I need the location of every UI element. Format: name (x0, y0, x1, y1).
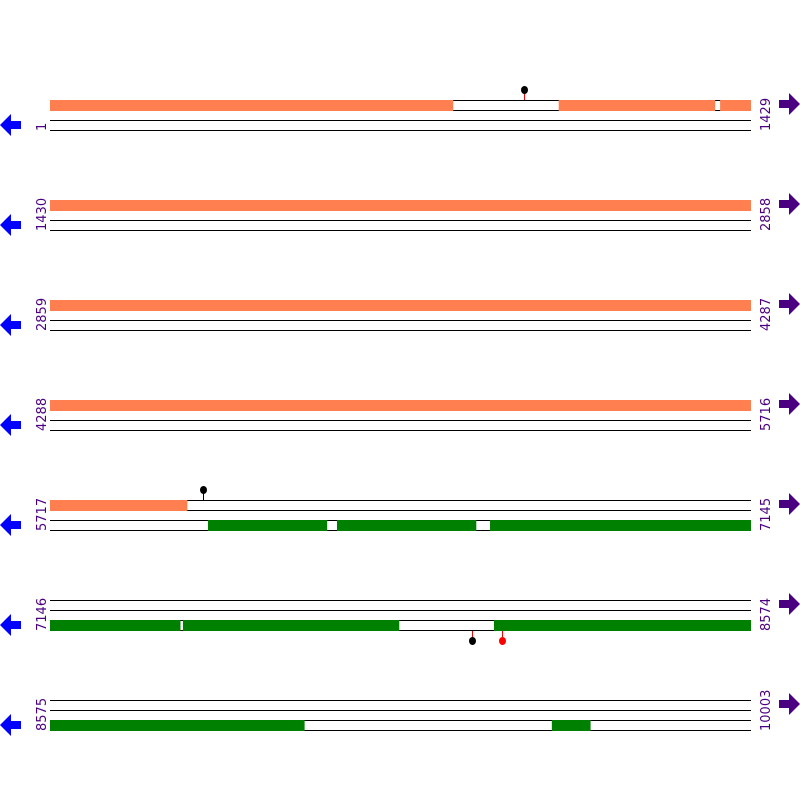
arrow-right-icon (779, 293, 800, 315)
row-end-label: 10003 (759, 690, 774, 731)
row-end-label: 7145 (759, 498, 774, 531)
forward-feature (50, 200, 751, 211)
marker-head (469, 637, 476, 645)
arrow-left-icon (0, 214, 21, 236)
arrow-left-icon (0, 414, 21, 436)
forward-feature (50, 400, 751, 411)
row-start-label: 1430 (35, 198, 50, 231)
map-row: 1 1429 (0, 86, 800, 136)
row-start-label: 4288 (35, 398, 50, 431)
forward-feature (50, 500, 188, 511)
arrow-right-icon (779, 93, 800, 115)
reverse-feature (207, 520, 328, 531)
reverse-feature (50, 720, 305, 731)
reverse-feature (50, 620, 181, 631)
marker-head (200, 486, 207, 494)
reverse-feature (490, 520, 751, 531)
arrow-right-icon (779, 193, 800, 215)
arrow-right-icon (779, 493, 800, 515)
map-row: 7146 8574 (0, 593, 800, 645)
row-start-label: 7146 (35, 598, 50, 631)
reverse-feature (182, 620, 400, 631)
map-row: 1430 2858 (0, 193, 800, 236)
row-start-label: 1 (35, 123, 50, 131)
reverse-feature (493, 620, 751, 631)
row-start-label: 8575 (35, 698, 50, 731)
forward-feature (50, 100, 454, 111)
map-row: 2859 4287 (0, 293, 800, 336)
reverse-feature (336, 520, 477, 531)
arrow-left-icon (0, 614, 21, 636)
row-end-label: 2858 (759, 198, 774, 231)
arrow-left-icon (0, 514, 21, 536)
marker-head (499, 637, 506, 645)
row-start-label: 2859 (35, 298, 50, 331)
arrow-right-icon (779, 393, 800, 415)
marker-head (521, 86, 528, 94)
map-row: 5717 7145 (0, 486, 800, 536)
row-end-label: 8574 (759, 598, 774, 631)
forward-feature (720, 100, 751, 111)
arrow-right-icon (779, 693, 800, 715)
map-row: 8575 10003 (0, 690, 800, 736)
arrow-left-icon (0, 314, 21, 336)
forward-feature (558, 100, 716, 111)
row-start-label: 5717 (35, 498, 50, 531)
arrow-left-icon (0, 114, 21, 136)
row-end-label: 4287 (759, 298, 774, 331)
forward-feature (50, 300, 751, 311)
arrow-right-icon (779, 593, 800, 615)
map-row: 4288 5716 (0, 393, 800, 436)
arrow-left-icon (0, 714, 21, 736)
row-end-label: 5716 (759, 398, 774, 431)
row-end-label: 1429 (759, 98, 774, 131)
reverse-feature (551, 720, 591, 731)
